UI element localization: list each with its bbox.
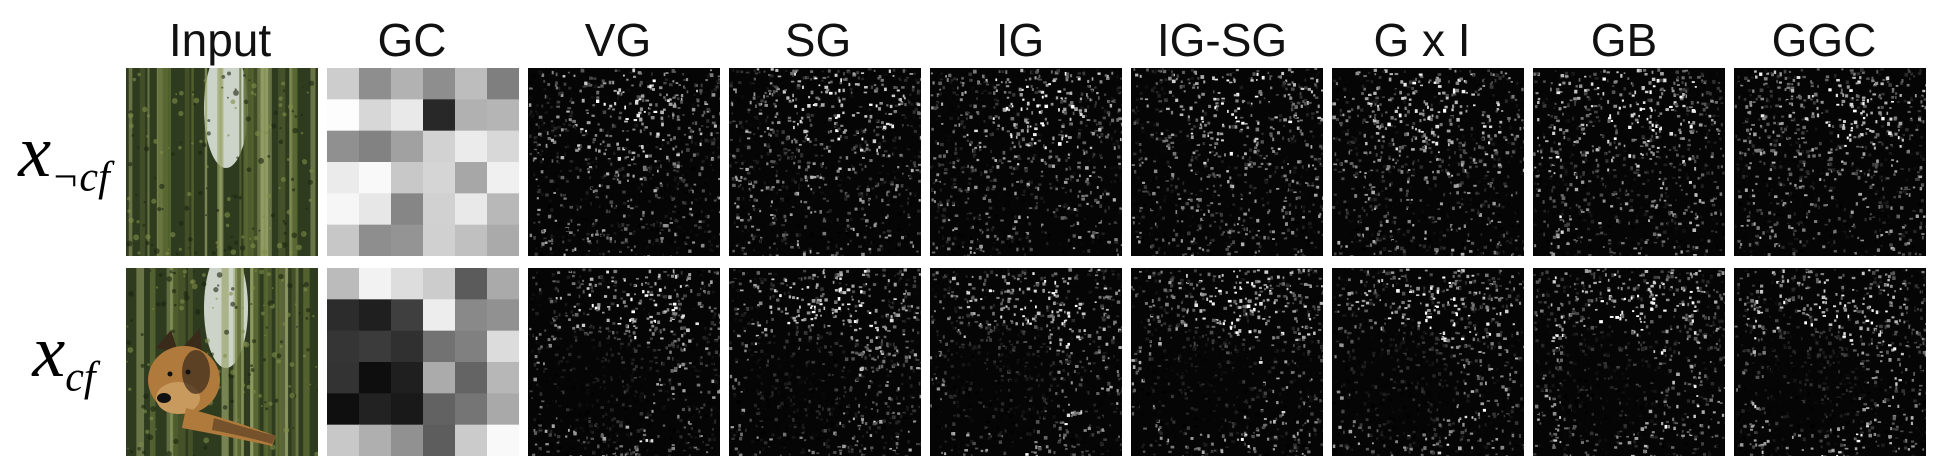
- saliency-map: [528, 268, 720, 456]
- saliency-map: [729, 68, 921, 256]
- saliency-map: [1332, 268, 1524, 456]
- row-label-main: x: [18, 111, 52, 193]
- column-header-sg: SG: [784, 14, 852, 66]
- gradcam-heatmap: [327, 268, 519, 456]
- column-header-g-x-i: G x I: [1373, 14, 1471, 66]
- row-label-subscript: cf: [65, 354, 96, 401]
- column-header-vg: VG: [584, 14, 652, 66]
- saliency-map: [930, 68, 1122, 256]
- saliency-map: [1332, 68, 1524, 256]
- row-label-main: x: [32, 311, 66, 393]
- row-label-counterfactual: xcf: [6, 310, 122, 402]
- saliency-map: [1533, 268, 1725, 456]
- row-label-subscript: ¬cf: [51, 154, 110, 201]
- column-header-ig: IG: [995, 14, 1045, 66]
- gradcam-heatmap: [327, 68, 519, 256]
- row-label-non-counterfactual: x¬cf: [6, 110, 122, 202]
- column-header-ggc: GGC: [1771, 14, 1877, 66]
- saliency-map: [1734, 268, 1926, 456]
- bamboo-forest-image: [126, 68, 318, 256]
- saliency-map: [1131, 68, 1323, 256]
- saliency-map: [1131, 268, 1323, 456]
- saliency-map: [930, 268, 1122, 456]
- column-header-input: Input: [168, 14, 272, 66]
- column-header-gc: GC: [377, 14, 447, 66]
- saliency-map: [528, 68, 720, 256]
- saliency-map: [1533, 68, 1725, 256]
- column-header-ig-sg: IG-SG: [1156, 14, 1288, 66]
- saliency-map: [1734, 68, 1926, 256]
- column-header-gb: GB: [1590, 14, 1658, 66]
- bamboo-forest-with-dog-image: [126, 268, 318, 456]
- saliency-map: [729, 268, 921, 456]
